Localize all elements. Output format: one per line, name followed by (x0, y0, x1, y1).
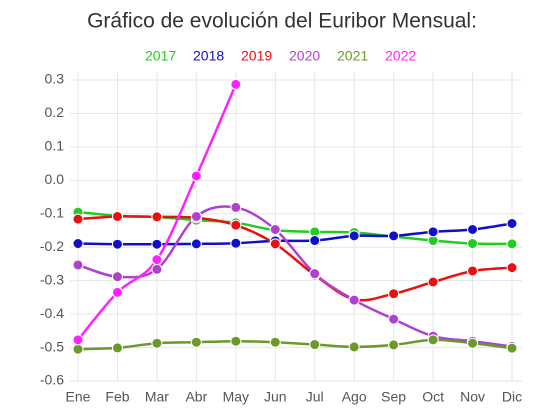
data-point (427, 226, 439, 238)
x-tick-label: May (223, 389, 249, 405)
data-point (230, 335, 242, 347)
y-tick-label: -0.1 (40, 204, 64, 220)
data-point (348, 294, 360, 306)
x-tick-label: Jul (306, 389, 324, 405)
data-point (269, 336, 281, 348)
data-point (230, 201, 242, 213)
data-point (467, 238, 479, 250)
data-point (151, 238, 163, 250)
data-point (506, 217, 518, 229)
y-tick-label: -0.5 (40, 338, 64, 354)
data-point (111, 271, 123, 283)
data-point (190, 170, 202, 182)
data-point (72, 259, 84, 271)
data-point (427, 276, 439, 288)
data-point (72, 334, 84, 346)
legend-entry: 2019 (241, 48, 272, 64)
y-tick-label: 0.0 (45, 171, 65, 187)
data-point (72, 343, 84, 355)
x-tick-label: Ene (66, 389, 91, 405)
y-tick-label: 0.2 (45, 104, 65, 120)
series-line (77, 83, 237, 341)
data-point (111, 210, 123, 222)
x-tick-label: Dic (502, 389, 522, 405)
x-tick-label: Mar (145, 389, 169, 405)
y-tick-label: 0.3 (45, 71, 65, 87)
legend-entry: 2020 (289, 48, 320, 64)
x-tick-label: Oct (422, 389, 444, 405)
data-point (151, 254, 163, 266)
data-point (190, 210, 202, 222)
data-point (230, 219, 242, 231)
data-point (388, 230, 400, 242)
y-tick-label: -0.6 (40, 372, 64, 388)
y-tick-label: -0.2 (40, 238, 64, 254)
legend-entry: 2021 (337, 48, 368, 64)
data-point (309, 235, 321, 247)
data-point (111, 238, 123, 250)
x-tick-label: Ago (342, 389, 367, 405)
x-tick-label: Feb (105, 389, 129, 405)
data-point (348, 341, 360, 353)
data-point (151, 337, 163, 349)
legend-entry: 2018 (193, 48, 224, 64)
data-point (309, 268, 321, 280)
legend-entry: 2022 (385, 48, 416, 64)
data-point (72, 238, 84, 250)
series-line (77, 215, 513, 302)
data-point (269, 238, 281, 250)
data-point (269, 223, 281, 235)
data-point (506, 342, 518, 354)
data-point (467, 223, 479, 235)
data-point (348, 230, 360, 242)
data-point (230, 78, 242, 90)
data-point (506, 262, 518, 274)
y-tick-label: -0.3 (40, 271, 64, 287)
x-tick-label: Abr (185, 389, 207, 405)
data-point (151, 263, 163, 275)
data-point (388, 288, 400, 300)
data-point (427, 334, 439, 346)
chart-title: Gráfico de evolución del Euribor Mensual… (87, 10, 477, 33)
data-point (309, 339, 321, 351)
data-point (388, 313, 400, 325)
data-point (230, 237, 242, 249)
y-tick-label: -0.4 (40, 305, 64, 321)
x-tick-label: Nov (460, 389, 485, 405)
data-point (467, 265, 479, 277)
data-point (111, 286, 123, 298)
legend-entry: 2017 (145, 48, 176, 64)
x-tick-label: Sep (381, 389, 406, 405)
data-point (388, 339, 400, 351)
data-point (467, 337, 479, 349)
data-point (151, 211, 163, 223)
y-tick-label: 0.1 (45, 138, 65, 154)
data-point (506, 238, 518, 250)
data-point (72, 213, 84, 225)
data-point (190, 336, 202, 348)
data-point (190, 238, 202, 250)
data-point (111, 342, 123, 354)
x-tick-label: Jun (264, 389, 287, 405)
